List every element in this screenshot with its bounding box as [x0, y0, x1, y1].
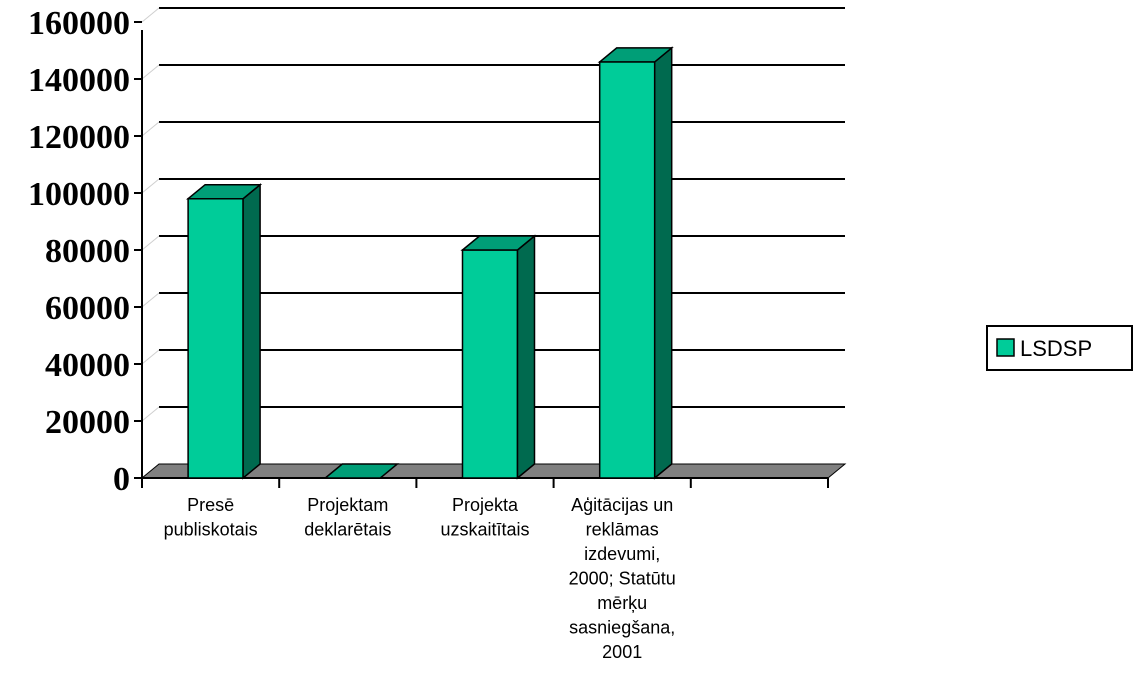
legend-label: LSDSP: [1020, 336, 1092, 361]
y-tick-label: 80000: [45, 233, 130, 270]
y-tick-label: 100000: [28, 176, 130, 213]
legend-swatch: [996, 338, 1015, 357]
gridline-wall-edge: [141, 406, 160, 422]
gridline-wall-edge: [141, 7, 160, 23]
y-tick-label: 40000: [45, 347, 130, 384]
bar-top: [186, 183, 263, 200]
bar-top: [460, 235, 537, 251]
bar-top: [323, 463, 400, 479]
gridline-wall-edge: [141, 64, 160, 80]
bar-top: [597, 47, 674, 63]
bar-side: [516, 234, 536, 480]
y-tick-label: 0: [113, 461, 130, 498]
bar: [323, 463, 400, 479]
category-label: Presē publiskotais: [164, 495, 258, 540]
gridline-wall-edge: [141, 178, 160, 194]
gridline-wall-edge: [141, 349, 160, 365]
bar-front: [461, 249, 519, 479]
y-tick-label: 60000: [45, 290, 130, 327]
bars: [186, 46, 674, 480]
bar: [460, 234, 537, 480]
legend: LSDSP: [986, 325, 1133, 371]
bar-front: [598, 61, 656, 479]
y-tick-label: 160000: [28, 5, 130, 42]
bar-front: [187, 197, 244, 479]
bar: [597, 46, 674, 480]
bar-side: [653, 46, 673, 480]
category-label: Aģitācijas un reklāmas izdevumi, 2000; Stat…: [569, 495, 676, 662]
y-tick-label: 140000: [28, 62, 130, 99]
gridline-wall-edge: [141, 235, 160, 251]
bar: [186, 183, 263, 480]
category-label: Projektam deklarētais: [304, 495, 391, 540]
category-labels: Presē publiskotais Projektam deklarētais Pro…: [164, 495, 676, 662]
y-tick-labels: 0 20000 40000 60000 80000 100000 120000 140000 1…: [28, 5, 130, 498]
category-label: Projekta uzskaitītais: [440, 495, 529, 540]
gridline-wall-edge: [141, 292, 160, 308]
y-tick-label: 120000: [28, 119, 130, 156]
y-tick-label: 20000: [45, 404, 130, 441]
gridline-wall-edge: [141, 121, 160, 137]
bar-side: [242, 183, 261, 480]
